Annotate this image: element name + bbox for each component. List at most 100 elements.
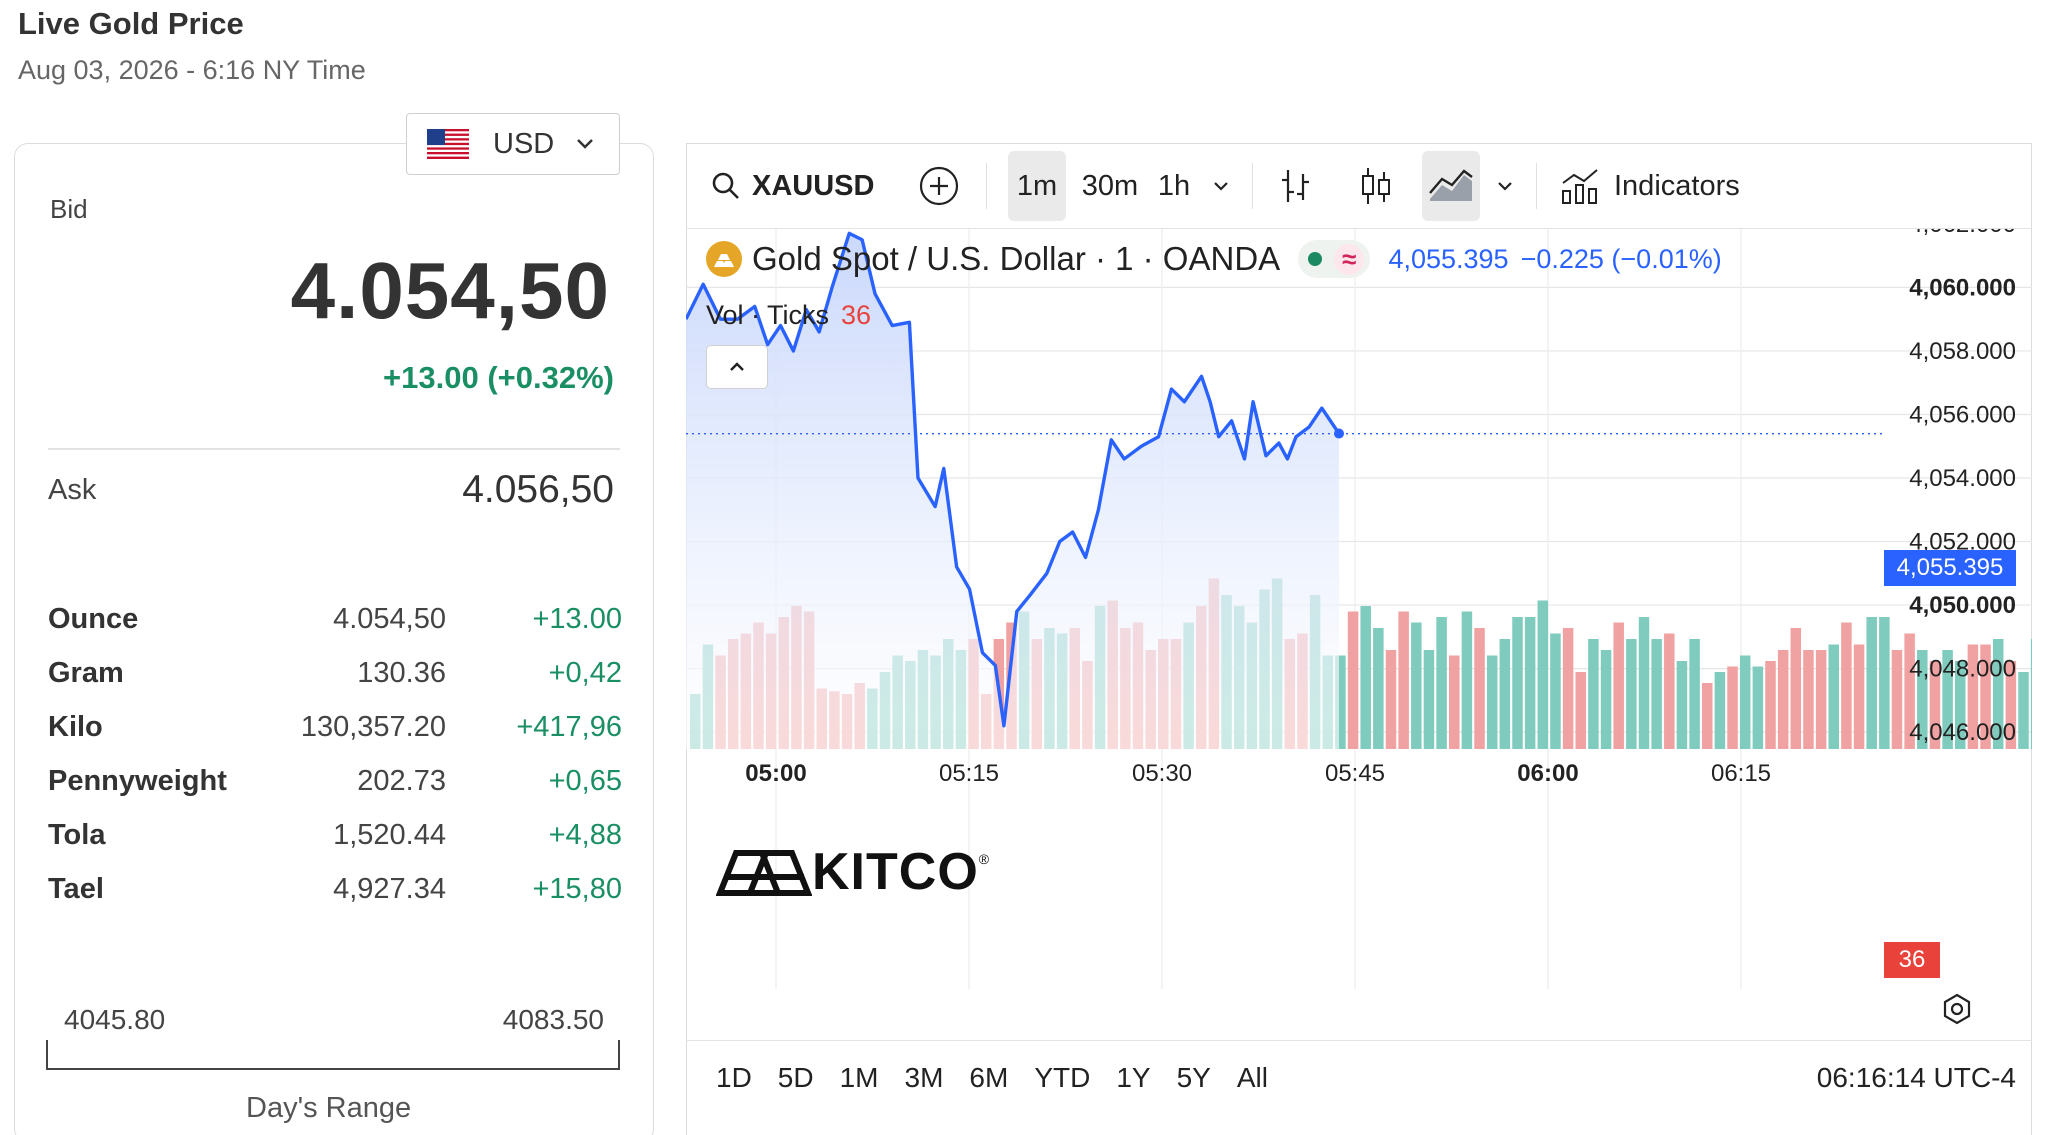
unit-change: +0,42 [548,657,622,689]
volume-bar [1841,622,1852,749]
area-style-button[interactable] [1422,151,1480,221]
range-1m[interactable]: 1M [839,1062,879,1093]
volume-bar [1967,644,1979,749]
volume-bar [1347,611,1359,749]
market-status: ≈ [1298,240,1371,278]
day-range-bar [46,1040,620,1070]
range-1y[interactable]: 1Y [1116,1062,1151,1093]
settings-icon[interactable] [1940,992,1974,1026]
range-all[interactable]: All [1236,1062,1268,1093]
unit-change: +4,88 [548,819,622,851]
unit-row-tael: Tael 4,927.34 +15,80 [48,873,622,927]
range-5d[interactable]: 5D [777,1062,814,1093]
indicators-icon [1562,169,1598,204]
symbol-search[interactable]: XAUUSD [710,143,874,229]
quote-panel [14,143,654,1135]
volume-bar [1739,655,1751,749]
range-bar-divider [686,1040,2032,1041]
volume-bar [1727,666,1738,749]
unit-value: 4.054,50 [333,603,446,635]
interval-1m[interactable]: 1m [1008,151,1066,221]
volume-legend: Vol · Ticks 36 [706,300,871,331]
range-1d[interactable]: 1D [716,1062,752,1093]
volume-label: Vol · Ticks [706,300,830,330]
unit-row-gram: Gram 130.36 +0,42 [48,657,622,711]
volume-bar [1866,617,1877,749]
range-ytd[interactable]: YTD [1034,1062,1091,1093]
volume-bar [2018,672,2029,749]
volume-bar [1423,650,1435,749]
time-range-bar: 1D 5D 1M 3M 6M YTD 1Y 5Y All [716,1062,1294,1094]
volume-bar [1461,611,1473,749]
indicators-button[interactable]: Indicators [1560,143,1740,229]
volume-bar [1702,683,1713,749]
collapse-legend-button[interactable] [706,345,768,389]
volume-bar [1942,650,1953,749]
legend-change: −0.225 (−0.01%) [1520,243,1722,274]
range-6m[interactable]: 6M [969,1062,1009,1093]
volume-bar [1638,617,1650,749]
bid-change: +13.00 (+0.32%) [383,360,614,395]
chart-toolbar: XAUUSD 1m 30m 1h [686,143,2032,229]
range-3m[interactable]: 3M [904,1062,944,1093]
y-tick-label: 4,060.000 [1909,274,2016,301]
volume-bar [1676,661,1688,749]
y-tick-label: 4,054.000 [1909,465,2016,492]
volume-bar [1803,650,1814,749]
range-5y[interactable]: 5Y [1176,1062,1211,1093]
day-range-low: 4045.80 [64,1004,166,1035]
unit-change: +15,80 [532,873,622,905]
candles-icon [1362,168,1390,204]
volume-bar [1373,628,1384,749]
x-tick-label: 05:45 [1325,760,1385,787]
interval-30m[interactable]: 30m [1078,143,1142,229]
unit-name: Kilo [48,711,103,743]
volume-bar [1499,639,1511,749]
volume-bar [1613,622,1624,749]
volume-bar [1524,617,1536,749]
volume-bar [1992,639,2004,749]
unit-row-pennyweight: Pennyweight 202.73 +0,65 [48,765,622,819]
unit-row-kilo: Kilo 130,357.20 +417,96 [48,711,622,765]
y-tick-label: 4,056.000 [1909,401,2016,428]
volume-bar [1385,650,1397,749]
x-tick-label: 05:00 [745,760,806,787]
volume-bar [1474,628,1485,749]
interval-label: 1m [1016,169,1058,202]
volume-bar [1436,617,1447,749]
unit-change: +13.00 [532,603,622,635]
volume-bar [1550,633,1561,749]
kitco-wordmark: KITCO [812,843,979,901]
interval-dropdown[interactable] [1208,143,1234,229]
search-icon [712,172,739,199]
price-chart[interactable]: 4,062.000 4,060.000 4,058.000 4,056.000 4,05… [686,229,2032,1040]
unit-row-tola: Tola 1,520.44 +4,88 [48,819,622,873]
unit-change: +0,65 [548,765,622,797]
compare-button[interactable] [918,143,960,229]
volume-bar [1752,666,1764,749]
toolbar-divider [986,163,987,209]
chevron-down-icon [1498,182,1512,191]
last-price-tag: 4,055.395 [1884,550,2016,586]
volume-bar [1853,644,1865,749]
volume-bar [1626,639,1637,749]
volume-count: 36 [841,300,872,330]
x-tick-label: 05:15 [939,760,999,787]
unit-value: 130.36 [357,657,446,689]
candles-button[interactable] [1358,143,1394,229]
unit-value: 202.73 [357,765,446,797]
indicators-label: Indicators [1614,169,1740,202]
chart-type-dropdown[interactable] [1492,143,1518,229]
currency-selector[interactable]: USD [406,113,620,175]
interval-1h[interactable]: 1h [1152,143,1196,229]
y-tick-label: 4,046.000 [1909,719,2016,746]
legend-last: 4,055.395 [1388,243,1509,274]
gold-bars-icon [706,241,742,277]
unit-name: Gram [48,657,124,689]
chart-legend: Gold Spot / U.S. Dollar · 1 · OANDA ≈ 4,… [706,240,1722,278]
x-tick-label: 06:00 [1517,760,1578,787]
bar-style-button[interactable] [1278,143,1314,229]
toolbar-divider [1536,163,1537,209]
volume-bar [1486,655,1498,749]
chart-clock: 06:16:14 UTC-4 [1816,1062,2016,1093]
